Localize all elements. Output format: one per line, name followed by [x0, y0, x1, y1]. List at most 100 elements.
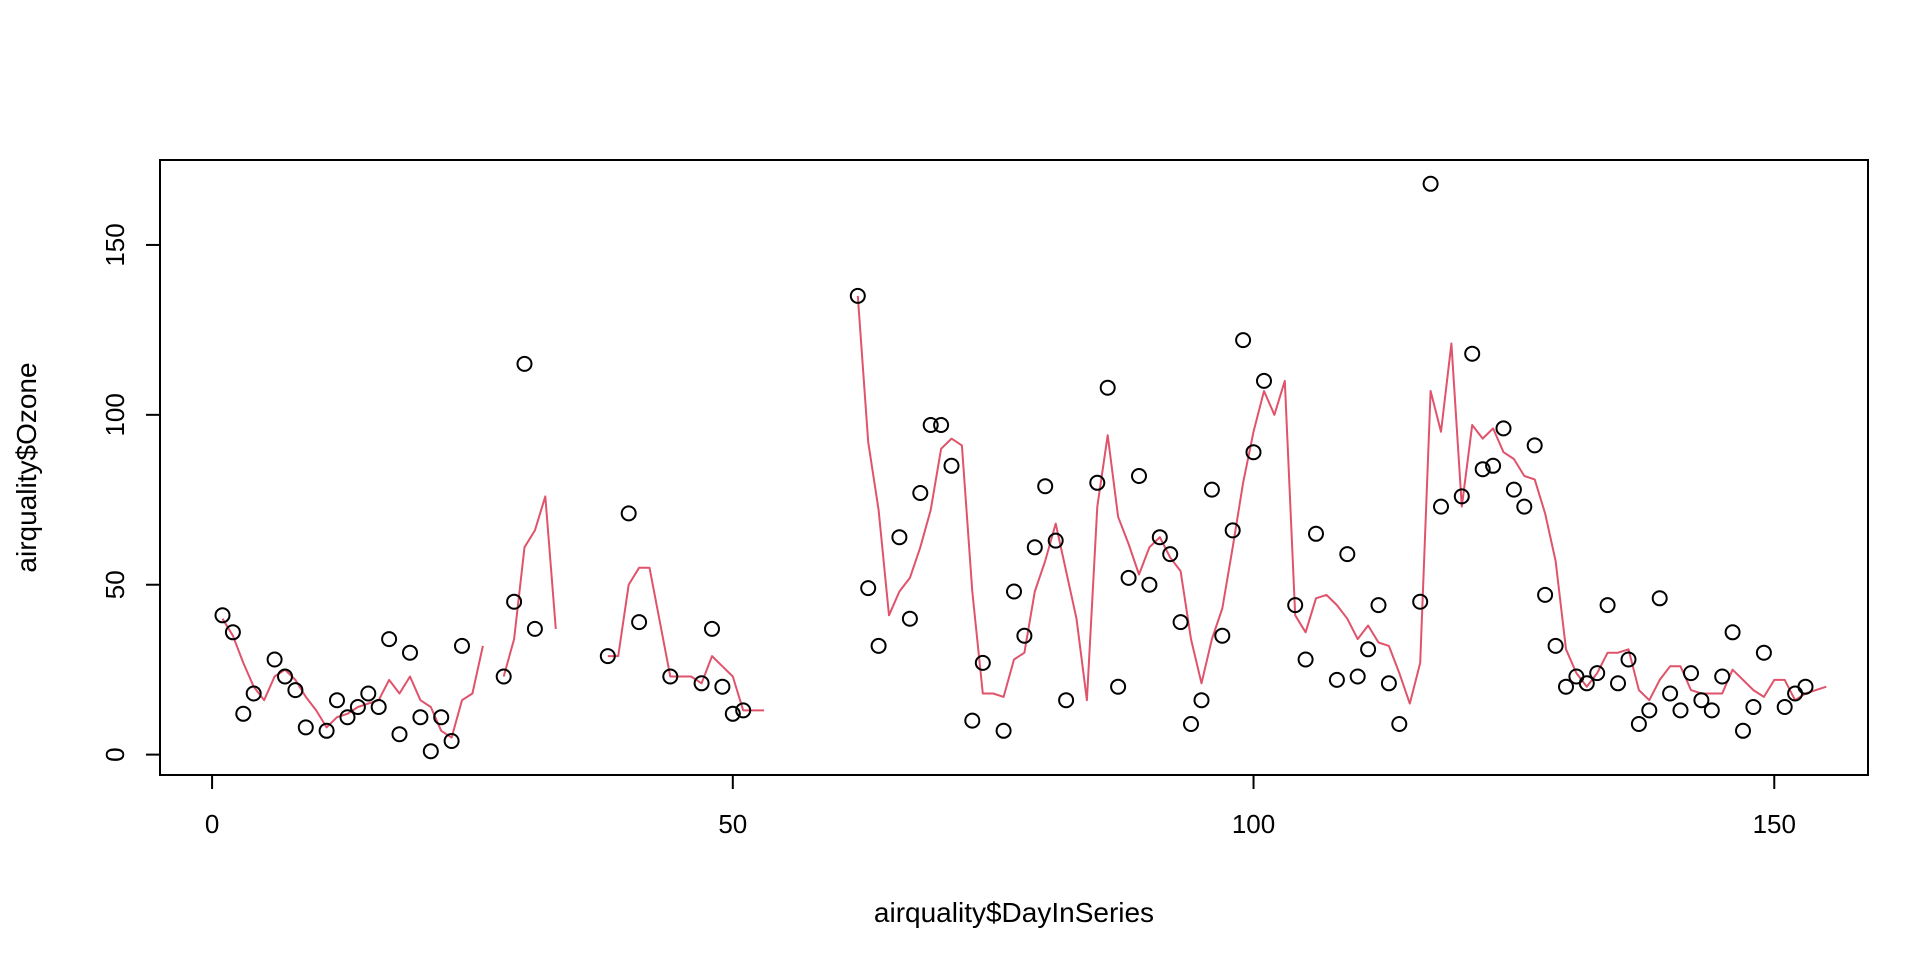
- data-point: [1120, 569, 1137, 586]
- data-point: [1516, 498, 1533, 515]
- data-point: [402, 644, 418, 661]
- data-point: [1797, 678, 1814, 695]
- data-point: [1474, 461, 1491, 478]
- data-point: [933, 417, 950, 433]
- line-segment: [502, 495, 557, 677]
- data-point: [1495, 420, 1512, 437]
- data-point: [1235, 332, 1252, 349]
- data-point: [1433, 498, 1449, 515]
- data-point: [506, 593, 523, 610]
- data-point: [1287, 597, 1304, 614]
- data-point: [891, 529, 908, 546]
- data-point: [245, 685, 262, 702]
- data-point: [1547, 637, 1564, 654]
- data-point: [1537, 586, 1554, 603]
- data-point: [277, 668, 293, 685]
- data-point: [1193, 692, 1210, 709]
- data-point: [1026, 539, 1043, 556]
- data-point: [912, 485, 929, 501]
- data-point: [1703, 702, 1720, 719]
- x-axis: 0 50 100 150: [205, 774, 1796, 839]
- data-points: [214, 175, 1814, 760]
- data-point: [860, 580, 877, 597]
- data-point: [1776, 699, 1793, 715]
- data-point: [1589, 665, 1606, 682]
- data-point: [370, 699, 387, 715]
- data-point: [1391, 716, 1408, 732]
- x-tick-label: 150: [1753, 809, 1796, 839]
- data-point: [1485, 457, 1502, 474]
- data-point: [1339, 546, 1356, 563]
- smoothed-line: [221, 295, 1827, 739]
- data-point: [1526, 437, 1543, 454]
- line-segment: [607, 566, 764, 712]
- data-point: [1558, 678, 1574, 695]
- data-point: [1599, 597, 1616, 614]
- data-point: [1089, 474, 1106, 491]
- data-point: [1172, 614, 1189, 631]
- data-point: [412, 709, 429, 726]
- data-point: [318, 722, 335, 739]
- data-point: [516, 355, 533, 372]
- data-point: [381, 631, 398, 648]
- data-point: [662, 668, 679, 685]
- data-point: [1422, 175, 1439, 192]
- data-point: [1714, 668, 1731, 685]
- data-point: [1256, 372, 1272, 389]
- data-point: [1214, 627, 1231, 644]
- data-point: [297, 719, 314, 736]
- data-point: [360, 685, 377, 702]
- data-point: [1203, 481, 1220, 498]
- data-point: [1724, 624, 1741, 641]
- data-point: [1047, 532, 1064, 549]
- y-tick-label: 100: [100, 393, 130, 436]
- x-tick-label: 0: [205, 809, 219, 839]
- data-point: [1183, 716, 1199, 732]
- data-point: [724, 705, 741, 722]
- data-point: [1651, 590, 1668, 607]
- data-point: [1755, 644, 1772, 661]
- line-segment: [856, 295, 1827, 705]
- data-point: [1641, 702, 1658, 719]
- data-point: [1162, 546, 1179, 563]
- data-point: [443, 733, 460, 749]
- data-point: [599, 648, 616, 665]
- data-point: [974, 654, 991, 671]
- y-tick-label: 150: [100, 223, 130, 266]
- y-axis-label: airquality$Ozone: [11, 362, 42, 572]
- data-point: [1245, 444, 1262, 461]
- data-point: [1735, 722, 1751, 739]
- data-point: [1464, 345, 1481, 362]
- data-point: [1745, 699, 1762, 715]
- x-tick-label: 100: [1232, 809, 1275, 839]
- data-point: [526, 620, 543, 637]
- data-point: [995, 722, 1012, 739]
- data-point: [1630, 716, 1647, 732]
- data-point: [1349, 668, 1366, 685]
- data-point: [1578, 675, 1595, 692]
- data-point: [1006, 583, 1022, 600]
- data-point: [1360, 641, 1377, 658]
- data-point: [266, 651, 283, 668]
- data-point: [1099, 379, 1116, 396]
- data-point: [922, 417, 939, 433]
- data-point: [422, 743, 439, 760]
- data-point: [433, 709, 450, 726]
- data-point: [1141, 576, 1158, 593]
- data-point: [1131, 468, 1147, 484]
- data-point: [391, 726, 408, 743]
- data-point: [1620, 651, 1637, 668]
- data-point: [1662, 685, 1679, 702]
- data-point: [339, 709, 356, 726]
- data-point: [1110, 678, 1127, 695]
- data-point: [1308, 525, 1324, 542]
- x-axis-label: airquality$DayInSeries: [874, 897, 1154, 928]
- data-point: [235, 705, 252, 722]
- data-point: [329, 692, 345, 709]
- data-point: [1058, 692, 1075, 709]
- data-point: [224, 624, 241, 641]
- data-point: [214, 607, 231, 624]
- y-tick-label: 50: [100, 570, 130, 599]
- data-point: [901, 610, 918, 627]
